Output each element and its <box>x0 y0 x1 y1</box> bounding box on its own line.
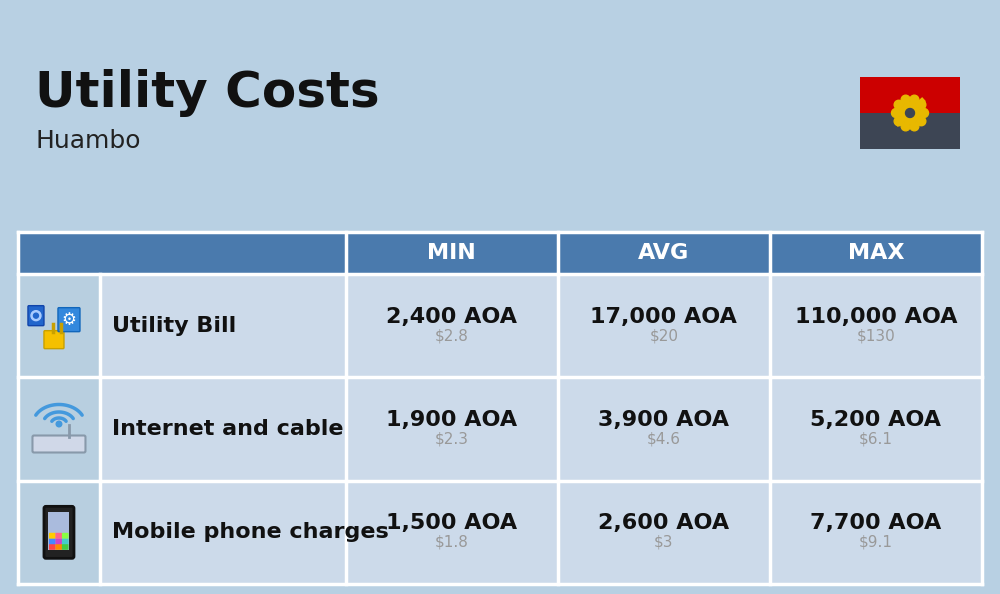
Circle shape <box>33 313 38 318</box>
Text: $4.6: $4.6 <box>647 431 681 447</box>
Text: $3: $3 <box>654 535 674 550</box>
Text: 2,600 AOA: 2,600 AOA <box>598 513 729 533</box>
Circle shape <box>917 117 926 126</box>
Circle shape <box>901 122 910 131</box>
Circle shape <box>900 103 920 124</box>
FancyBboxPatch shape <box>62 538 69 544</box>
Text: MAX: MAX <box>848 243 904 263</box>
Circle shape <box>894 117 903 126</box>
FancyBboxPatch shape <box>62 544 69 550</box>
FancyBboxPatch shape <box>49 538 56 544</box>
Circle shape <box>31 311 41 321</box>
FancyBboxPatch shape <box>32 435 85 453</box>
Circle shape <box>917 100 926 109</box>
Circle shape <box>906 109 914 118</box>
Circle shape <box>920 109 928 118</box>
FancyBboxPatch shape <box>58 308 80 331</box>
FancyBboxPatch shape <box>49 544 56 550</box>
FancyBboxPatch shape <box>18 274 100 377</box>
FancyBboxPatch shape <box>860 113 960 149</box>
Text: ⚙: ⚙ <box>62 311 76 328</box>
Text: $6.1: $6.1 <box>859 431 893 447</box>
Text: $2.3: $2.3 <box>435 431 469 447</box>
Circle shape <box>892 109 900 118</box>
Text: 1,900 AOA: 1,900 AOA <box>386 410 517 430</box>
Text: Utility Bill: Utility Bill <box>112 315 236 336</box>
Text: Huambo: Huambo <box>35 129 140 153</box>
Text: MIN: MIN <box>427 243 476 263</box>
Circle shape <box>910 122 919 131</box>
Text: $130: $130 <box>857 328 895 343</box>
Text: $2.8: $2.8 <box>435 328 469 343</box>
Text: Internet and cable: Internet and cable <box>112 419 343 439</box>
FancyBboxPatch shape <box>100 481 982 584</box>
Text: Mobile phone charges: Mobile phone charges <box>112 522 389 542</box>
Text: 5,200 AOA: 5,200 AOA <box>810 410 941 430</box>
Text: $1.8: $1.8 <box>435 535 469 550</box>
Text: 110,000 AOA: 110,000 AOA <box>795 307 957 327</box>
Text: 1,500 AOA: 1,500 AOA <box>386 513 517 533</box>
FancyBboxPatch shape <box>55 544 62 550</box>
Text: Utility Costs: Utility Costs <box>35 69 380 117</box>
FancyBboxPatch shape <box>18 377 100 481</box>
Text: ★: ★ <box>896 105 904 113</box>
FancyBboxPatch shape <box>18 481 100 584</box>
Text: AVG: AVG <box>638 243 690 263</box>
FancyBboxPatch shape <box>55 538 62 544</box>
FancyBboxPatch shape <box>62 533 69 539</box>
Text: 7,700 AOA: 7,700 AOA <box>810 513 942 533</box>
Circle shape <box>901 95 910 104</box>
FancyBboxPatch shape <box>100 274 982 377</box>
FancyBboxPatch shape <box>55 533 62 539</box>
Circle shape <box>56 421 62 427</box>
Text: 3,900 AOA: 3,900 AOA <box>598 410 729 430</box>
FancyBboxPatch shape <box>48 513 69 550</box>
FancyBboxPatch shape <box>49 533 56 539</box>
Text: 17,000 AOA: 17,000 AOA <box>590 307 737 327</box>
Circle shape <box>910 95 919 104</box>
Text: $20: $20 <box>649 328 678 343</box>
FancyBboxPatch shape <box>28 306 44 326</box>
Text: $9.1: $9.1 <box>859 535 893 550</box>
FancyBboxPatch shape <box>18 232 982 274</box>
FancyBboxPatch shape <box>860 77 960 113</box>
FancyBboxPatch shape <box>100 377 982 481</box>
FancyBboxPatch shape <box>44 331 64 349</box>
Text: 2,400 AOA: 2,400 AOA <box>386 307 517 327</box>
Circle shape <box>894 100 903 109</box>
FancyBboxPatch shape <box>44 506 74 558</box>
